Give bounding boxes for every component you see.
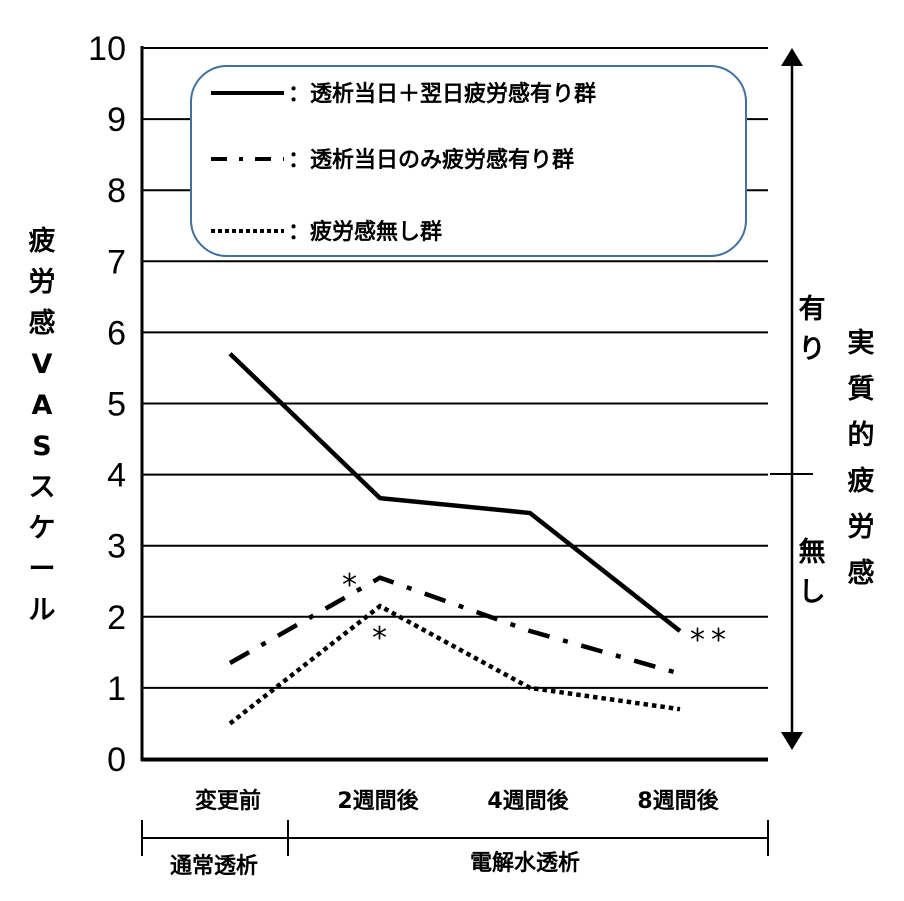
right-axis-upper-label-char: り	[799, 334, 826, 365]
y-tick-label: 10	[88, 30, 126, 68]
y-axis-title-char: ケ	[29, 513, 56, 544]
x-category-label: 4週間後	[487, 788, 569, 814]
right-axis-lower-label-char: 無	[799, 537, 826, 568]
legend-box	[190, 65, 747, 257]
group-bracket: 通常透析 電解水透析	[141, 820, 769, 879]
group-label-electrolyzed-water-dialysis: 電解水透析	[470, 850, 580, 876]
y-tick-label: 1	[107, 670, 126, 708]
right-axis-title-char: 質	[848, 374, 875, 405]
series-line-dotted	[228, 603, 681, 726]
y-tick-label: 5	[107, 386, 126, 424]
y-tick-label: 3	[107, 528, 126, 566]
right-axis-lower-label-char: し	[799, 577, 826, 608]
y-axis-title-char: ル	[29, 595, 56, 626]
right-axis-title-char: 労	[848, 512, 875, 543]
x-category-label: 8週間後	[637, 788, 719, 814]
legend-label-dashdot: ：透析当日のみ疲労感有り群	[288, 147, 574, 173]
y-tick-label: 2	[107, 599, 126, 637]
series-line-solid	[228, 352, 682, 633]
y-axis-title-char: ー	[29, 554, 56, 585]
right-axis-title-char: 疲	[848, 465, 875, 497]
y-axis-title-char: V	[32, 349, 53, 380]
x-category-label: 2週間後	[337, 788, 419, 814]
right-axis-title-char: 感	[848, 557, 875, 589]
legend-label-dotted: ：疲労感無し群	[288, 219, 442, 245]
significance-star-dotted: *	[372, 621, 387, 656]
legend: ：透析当日＋翌日疲労感有り群 ：透析当日のみ疲労感有り群 ：疲労感無し群	[211, 81, 596, 245]
y-axis-title-char: 疲	[29, 225, 56, 257]
y-tick-label: 7	[107, 243, 126, 281]
right-axis-upper-label-char: 有	[799, 294, 826, 325]
significance-star-solid: **	[690, 623, 732, 658]
y-tick-label: 9	[107, 101, 126, 139]
y-tick-label: 0	[107, 741, 126, 779]
arrow-down-icon	[781, 732, 803, 750]
x-category-label: 変更前	[195, 788, 261, 814]
right-axis-title-char: 実	[848, 327, 875, 359]
series-line-dash-dot	[228, 575, 681, 676]
arrow-up-icon	[781, 48, 803, 66]
right-axis-title-char: 的	[848, 419, 875, 451]
y-axis-title-char: A	[32, 390, 53, 421]
y-tick-label: 8	[107, 172, 126, 210]
y-tick-labels: 0 1 2 3 4 5 6 7 8 9 10	[88, 30, 126, 779]
y-tick-label: 6	[107, 314, 126, 352]
x-category-labels: 変更前 2週間後 4週間後 8週間後	[195, 788, 720, 814]
y-axis-title-char: 感	[29, 307, 56, 339]
series-lines	[228, 352, 682, 726]
right-fatigue-axis	[770, 48, 813, 750]
y-tick-label: 4	[107, 457, 126, 495]
legend-label-solid: ：透析当日＋翌日疲労感有り群	[288, 81, 596, 107]
y-axis-title-char: S	[32, 431, 51, 462]
group-label-normal-dialysis: 通常透析	[170, 853, 258, 879]
y-axis-title-char: ス	[29, 472, 56, 503]
significance-star-dashdot: *	[342, 568, 357, 603]
y-axis-title-char: 労	[29, 267, 56, 298]
